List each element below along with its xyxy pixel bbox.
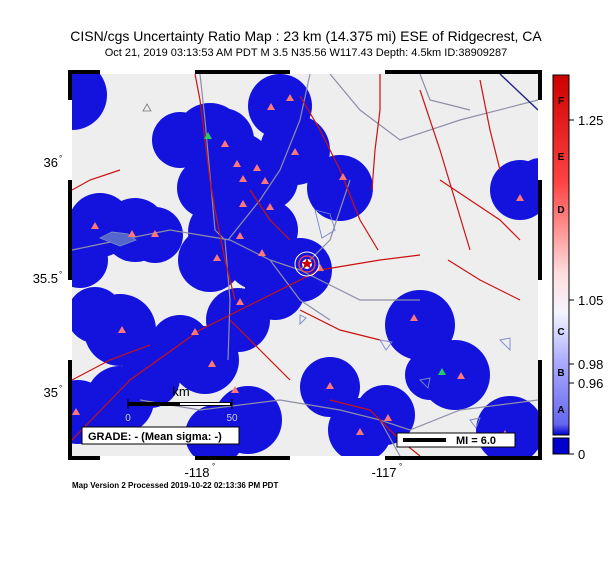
lat-label-36: 36 bbox=[44, 155, 58, 170]
grade-text: GRADE: - (Mean sigma: -) bbox=[88, 431, 222, 443]
lat-degree-35: ° bbox=[59, 384, 62, 393]
colorbar-value-1-05: 1.05 bbox=[578, 293, 603, 308]
epicenter-marker bbox=[294, 251, 320, 277]
colorbar-letter-b: B bbox=[557, 368, 564, 379]
green-stations bbox=[204, 132, 446, 375]
scale-bar-fifty: 50 bbox=[226, 413, 238, 424]
grade-box: GRADE: - (Mean sigma: -) bbox=[81, 426, 240, 445]
lat-label-35-5: 35.5 bbox=[33, 271, 58, 286]
open-station bbox=[142, 103, 152, 112]
scale-bar-unit: km bbox=[172, 384, 189, 399]
colorbar-letter-e: E bbox=[558, 152, 565, 163]
boundary-line bbox=[499, 74, 538, 111]
lat-degree-35-5: ° bbox=[59, 270, 62, 279]
frame-ticks bbox=[68, 70, 542, 460]
colorbar: F E D C B A 1.25 1.05 0.98 0.96 0 bbox=[552, 74, 603, 462]
colorbar-value-1-25: 1.25 bbox=[578, 113, 603, 128]
lon-label-118: -118 bbox=[184, 465, 209, 480]
water-bodies bbox=[98, 209, 511, 429]
lon-label-117: -117 bbox=[371, 465, 396, 480]
lat-degree-36: ° bbox=[59, 154, 62, 163]
colorbar-value-0-98: 0.98 bbox=[578, 357, 603, 372]
colorbar-letter-d: D bbox=[557, 205, 564, 216]
colorbar-value-0-96: 0.96 bbox=[578, 376, 603, 391]
map-title: CISN/cgs Uncertainty Ratio Map : 23 km (… bbox=[70, 28, 542, 44]
scale-bar-zero: 0 bbox=[125, 413, 131, 424]
processing-footer: Map Version 2 Processed 2019-10-22 02:13… bbox=[72, 481, 279, 490]
event-info: Oct 21, 2019 03:13:53 AM PDT M 3.5 N35.5… bbox=[104, 47, 508, 59]
lat-label-35: 35 bbox=[44, 385, 58, 400]
lon-degree-118: ° bbox=[212, 462, 215, 471]
colorbar-letter-a: A bbox=[557, 405, 564, 416]
scale-bar: km 0 50 bbox=[125, 384, 238, 424]
mi-legend: MI = 6.0 bbox=[396, 432, 516, 448]
faults bbox=[72, 74, 521, 456]
colorbar-letter-f: F bbox=[558, 96, 564, 107]
lon-degree-117: ° bbox=[399, 462, 402, 471]
colorbar-value-0: 0 bbox=[578, 447, 585, 462]
colorbar-letter-c: C bbox=[557, 327, 564, 338]
mi-legend-text: MI = 6.0 bbox=[456, 435, 496, 447]
